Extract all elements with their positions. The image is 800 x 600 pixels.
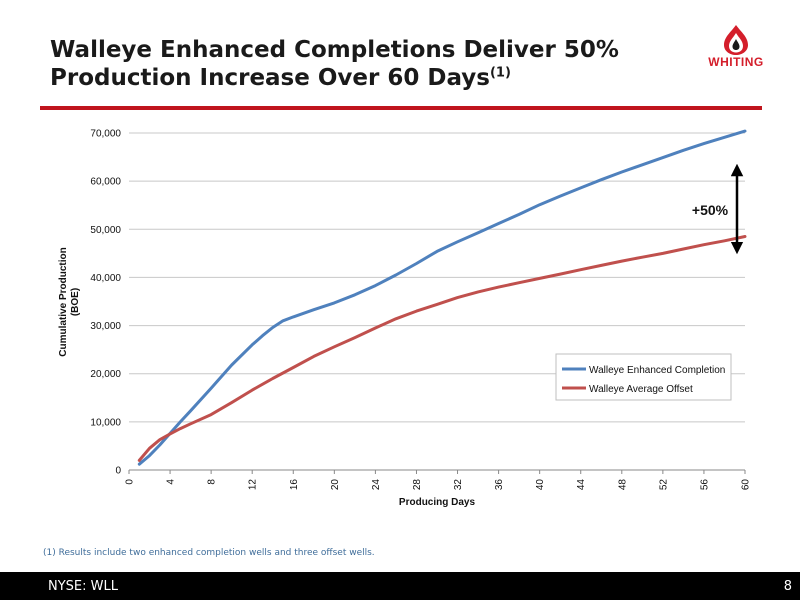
x-tick-label: 8	[207, 479, 218, 485]
title-footnote-marker: (1)	[489, 65, 511, 81]
x-tick-label: 12	[248, 479, 259, 491]
x-tick-label: 20	[330, 479, 341, 491]
legend-label-enhanced: Walleye Enhanced Completion	[589, 365, 725, 376]
page-number: 8	[783, 579, 792, 594]
y-tick-label: 40,000	[90, 273, 121, 284]
logo-wordmark: WHITING	[708, 55, 764, 69]
y-tick-label: 20,000	[90, 369, 121, 380]
x-tick-label: 0	[125, 479, 136, 485]
series-line-offset	[137, 235, 747, 462]
x-tick-label: 32	[453, 479, 464, 491]
x-tick-label: 56	[699, 479, 710, 491]
grid-lines	[129, 132, 745, 423]
legend: Walleye Enhanced Completion Walleye Aver…	[555, 353, 732, 401]
increase-callout: +50%	[692, 163, 744, 255]
title-divider	[40, 106, 762, 110]
x-tick-label: 48	[617, 479, 628, 491]
production-chart: 0 10,000 20,000 30,000 40,000 50,000 60,000 70,…	[58, 129, 752, 509]
y-axis-ticks: 0 10,000 20,000 30,000 40,000 50,000 60,000 70,…	[90, 129, 121, 477]
whiting-logo: WHITING	[700, 22, 772, 74]
x-axis-title: Producing Days	[399, 497, 476, 508]
legend-label-offset: Walleye Average Offset	[589, 384, 693, 395]
x-tick-label: 60	[741, 479, 752, 491]
slide-title: Walleye Enhanced Completions Deliver 50%…	[50, 36, 650, 92]
oil-drop-icon	[724, 25, 748, 55]
x-axis-ticks: 0 4 8 12 16 20 24 28 32 36 40 44 48 52 56 60	[125, 470, 752, 490]
y-axis-title-line-2: (BOE)	[70, 288, 81, 316]
series-line-enhanced	[137, 129, 747, 466]
title-line-2: Production Increase Over 60 Days	[50, 65, 490, 91]
title-line-1: Walleye Enhanced Completions Deliver 50%	[50, 37, 619, 63]
x-tick-label: 52	[658, 479, 669, 491]
y-tick-label: 0	[115, 466, 121, 477]
x-tick-label: 28	[412, 479, 423, 491]
footnote: (1) Results include two enhanced complet…	[43, 548, 375, 558]
y-tick-label: 70,000	[90, 129, 121, 140]
footer-bar: NYSE: WLL 8	[0, 572, 800, 600]
stock-ticker: NYSE: WLL	[48, 579, 118, 594]
y-tick-label: 50,000	[90, 225, 121, 236]
y-axis-title-line-1: Cumulative Production	[58, 247, 69, 356]
legend-box	[555, 353, 732, 401]
x-tick-label: 16	[289, 479, 300, 491]
x-tick-label: 4	[166, 479, 177, 485]
y-tick-label: 30,000	[90, 321, 121, 332]
x-tick-label: 24	[371, 479, 382, 491]
x-tick-label: 36	[494, 479, 505, 491]
y-tick-label: 60,000	[90, 177, 121, 188]
increase-label: +50%	[692, 202, 729, 218]
x-tick-label: 40	[535, 479, 546, 491]
x-tick-label: 44	[576, 479, 587, 491]
series-lines	[137, 129, 747, 466]
y-tick-label: 10,000	[90, 417, 121, 428]
